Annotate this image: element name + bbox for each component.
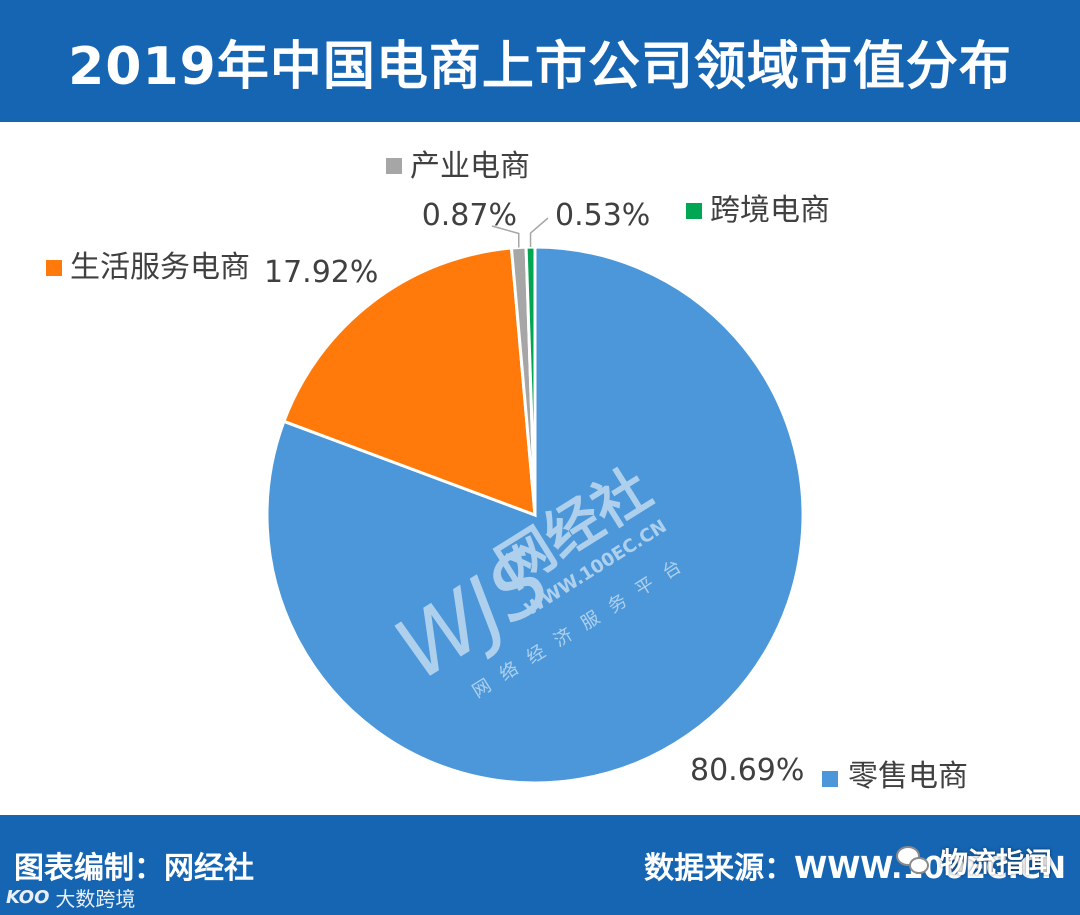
wechat-icon (895, 846, 932, 876)
footer-bar: 图表编制：网经社 数据来源：WWW.100EC.CN KOO 大数跨境 物流指闻 (0, 815, 1080, 915)
brand-left: KOO 大数跨境 (6, 883, 135, 912)
leader-line-3 (491, 225, 520, 248)
source-text: 数据来源：WWW.100EC.CN (644, 851, 1066, 886)
pie-slice-2 (281, 246, 537, 518)
legend-swatch-1 (822, 771, 838, 787)
slice-name-label-3: 产业电商 (410, 149, 530, 184)
pie-slice-4 (524, 245, 537, 516)
legend-swatch-2 (46, 260, 62, 276)
slice-name-label-4: 跨境电商 (710, 193, 830, 228)
credit-text: 图表编制：网经社 (14, 851, 254, 886)
brand-logo-icon: KOO (6, 887, 50, 908)
brand-right-label: 物流指闻 (939, 846, 1052, 879)
brand-right: 物流指闻 (895, 841, 1052, 881)
legend-swatch-4 (686, 203, 702, 219)
chart-area: WJS 网经社 WWW.100EC.CN 网络经济服务平台 80.69% 零售电商… (0, 122, 1080, 815)
slice-value-label-3: 0.87% (422, 198, 517, 233)
pie-labels: 80.69% 零售电商 17.92% 生活服务电商 0.87% 产业电商 0.53% 跨境电商 (46, 149, 968, 794)
slice-value-label-1: 80.69% (690, 753, 804, 788)
chart-title: 2019年中国电商上市公司领域市值分布 (68, 36, 1012, 97)
leader-line-4 (529, 217, 549, 248)
pie-chart: WJS 网经社 WWW.100EC.CN 网络经济服务平台 80.69% 零售电商… (46, 149, 968, 794)
slice-value-label-2: 17.92% (264, 255, 378, 290)
header-bar: 2019年中国电商上市公司领域市值分布 (0, 0, 1080, 122)
slice-name-label-2: 生活服务电商 (70, 250, 250, 285)
slice-name-label-1: 零售电商 (848, 759, 968, 794)
pie-slices (265, 245, 805, 785)
brand-left-label: 大数跨境 (55, 887, 136, 911)
legend-swatch-3 (386, 158, 402, 174)
slice-value-label-4: 0.53% (555, 198, 650, 233)
